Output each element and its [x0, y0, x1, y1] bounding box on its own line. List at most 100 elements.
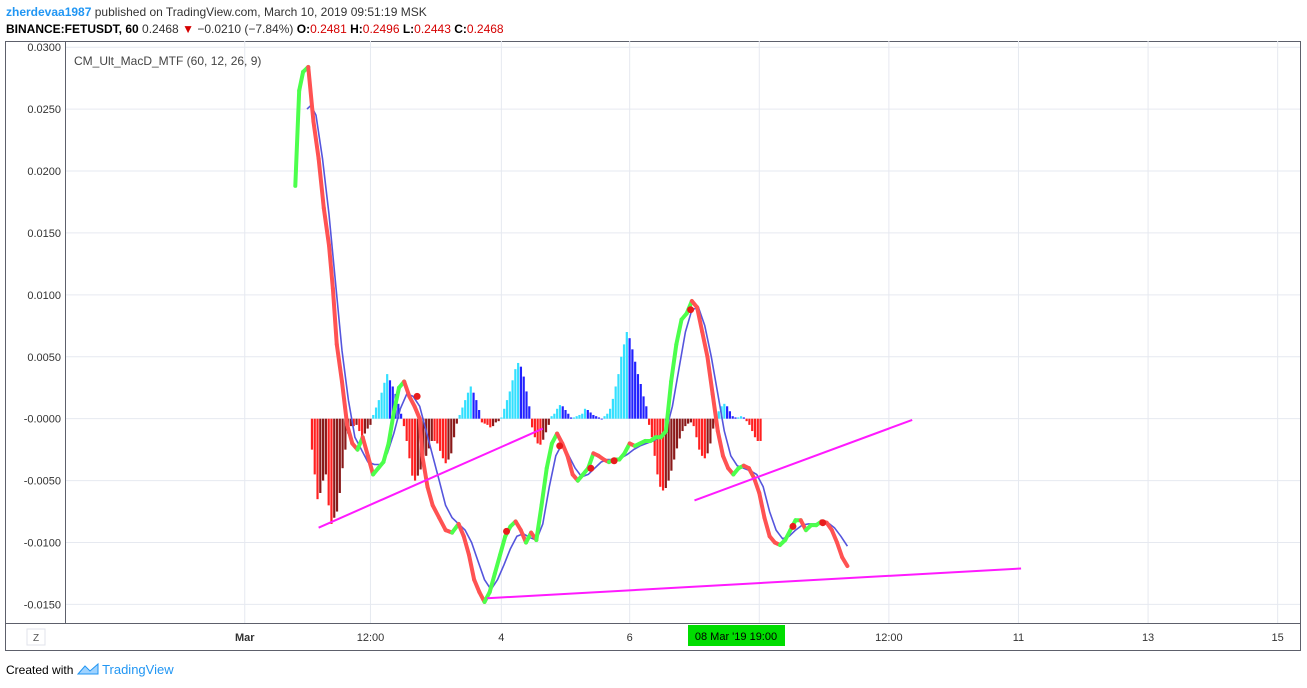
y-tick-label: -0.0150 [24, 599, 61, 611]
macd-line-segment [417, 416, 425, 458]
chart-area[interactable]: 0.0300 0.0250 0.0200 0.0150 0.0100 0.0050 -0.0… [5, 41, 1301, 651]
trendline[interactable] [694, 418, 913, 502]
crossover-dot [587, 464, 595, 472]
histogram-bar [603, 416, 606, 419]
down-arrow-icon: ▼ [182, 22, 194, 36]
y-tick-label: 0.0100 [27, 290, 61, 302]
macd-line-segment [365, 453, 376, 477]
macd-line-segment [835, 540, 845, 560]
x-tick-label: 6 [627, 632, 633, 644]
macd-line-segment [472, 577, 482, 595]
histogram-bar [388, 380, 392, 419]
histogram-bar [425, 418, 428, 456]
histogram-bar [737, 417, 740, 419]
histogram-bar [372, 414, 375, 419]
histogram-bar [402, 418, 405, 427]
close-label: C: [454, 22, 467, 36]
macd-line-segment [330, 286, 339, 347]
tradingview-brand[interactable]: TradingView [102, 662, 174, 677]
macd-line-segment [456, 521, 466, 539]
histogram-bar [397, 403, 400, 419]
macd-line-segment [492, 552, 503, 576]
macd-line-segment [425, 484, 435, 508]
histogram-bar [338, 418, 341, 493]
histogram-bar [600, 418, 603, 420]
histogram-bar [709, 418, 712, 444]
histogram-bar [322, 418, 325, 481]
author-link[interactable]: zherdevaa1987 [6, 5, 92, 19]
histogram-bar [363, 418, 366, 434]
histogram-bar [310, 418, 314, 450]
trendline[interactable] [487, 567, 1022, 600]
histogram-bar [670, 418, 673, 471]
last-price: 0.2468 [142, 22, 179, 36]
histogram-bar [556, 408, 559, 419]
trendlines[interactable] [318, 418, 1022, 600]
histogram-bar [706, 418, 709, 454]
histogram-bar [461, 407, 464, 419]
crosshair-time-text: 08 Mar '19 19:00 [695, 631, 777, 643]
tradingview-logo-icon [76, 662, 99, 675]
histogram-bar [511, 380, 514, 419]
timezone-button[interactable]: Z [26, 628, 46, 646]
macd-line-segment [321, 206, 331, 248]
histogram-bar [386, 374, 389, 419]
histogram-bar [751, 418, 754, 432]
published-text: published on TradingView.com, March 10, … [94, 5, 427, 19]
histogram-bar [494, 418, 497, 423]
histogram-bar [542, 418, 545, 440]
histogram-bar [589, 412, 592, 419]
histogram-bar [528, 406, 531, 419]
macd-line-segment [487, 571, 497, 595]
macd-line-segment [669, 342, 679, 384]
histogram-bar [491, 418, 495, 427]
macd-line-segment [297, 69, 306, 93]
histogram-bar [444, 418, 447, 464]
histogram-bar [319, 418, 322, 493]
histogram-bar [344, 418, 347, 450]
histogram-bar [327, 418, 330, 506]
histogram-bar [578, 414, 581, 419]
y-tick-label: -0.0100 [24, 538, 61, 550]
macd-lines [293, 65, 850, 604]
histogram-bar [505, 400, 509, 419]
histogram-bar [642, 396, 645, 419]
histogram-bar [486, 418, 489, 425]
histogram-bar [547, 418, 550, 425]
histogram-bar [430, 418, 433, 441]
histogram-bar [558, 405, 562, 419]
histogram-bar [324, 418, 327, 475]
histogram-bar [575, 416, 578, 419]
macd-line-segment [316, 156, 326, 211]
histogram-bar [581, 413, 584, 419]
histogram-bar [369, 418, 372, 425]
footer: Created with TradingView [6, 662, 174, 677]
macd-line-segment [700, 330, 710, 359]
histogram-bar [583, 408, 587, 419]
trendline[interactable] [318, 427, 544, 529]
macd-line-segment [715, 429, 725, 458]
histogram-bar [656, 418, 659, 475]
histogram-bar [567, 413, 570, 419]
histogram-bar [539, 418, 542, 445]
publish-line: zherdevaa1987 published on TradingView.c… [6, 4, 504, 21]
crossover-dot [413, 392, 421, 400]
y-tick-label: 0.0050 [27, 352, 61, 364]
macd-chart[interactable]: 0.0300 0.0250 0.0200 0.0150 0.0100 0.0050 -0.0… [5, 41, 1301, 651]
histogram-bar [439, 418, 442, 451]
histogram-bar [748, 418, 751, 425]
histogram-bar [514, 369, 517, 419]
histogram-bar [717, 411, 720, 419]
macd-line-segment [306, 65, 316, 124]
histogram-bar [447, 418, 450, 460]
histogram-bar [645, 406, 648, 419]
low-value: 0.2443 [414, 22, 451, 36]
macd-line-segment [334, 342, 344, 384]
x-tick-label: 13 [1142, 632, 1154, 644]
created-with-text: Created with [6, 663, 74, 677]
x-tick-label: 15 [1272, 632, 1284, 644]
y-axis: 0.0300 0.0250 0.0200 0.0150 0.0100 0.0050 -0.0… [24, 42, 61, 611]
x-tick-label: 12:00 [875, 632, 903, 644]
histogram-bar [333, 418, 336, 518]
open-value: 0.2481 [310, 22, 347, 36]
